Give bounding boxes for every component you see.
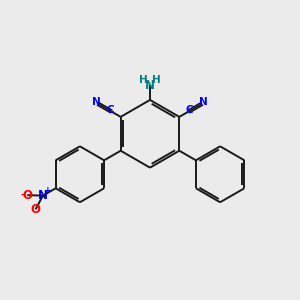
Text: N: N (199, 97, 208, 106)
Text: C: C (186, 105, 193, 115)
Text: -: - (20, 190, 24, 200)
Text: O: O (31, 203, 40, 216)
Text: H: H (152, 75, 161, 85)
Text: N: N (38, 189, 48, 202)
Text: +: + (44, 186, 52, 195)
Text: O: O (22, 189, 32, 202)
Text: H: H (139, 75, 148, 85)
Text: N: N (145, 79, 155, 92)
Text: N: N (92, 97, 101, 106)
Text: C: C (107, 105, 114, 115)
